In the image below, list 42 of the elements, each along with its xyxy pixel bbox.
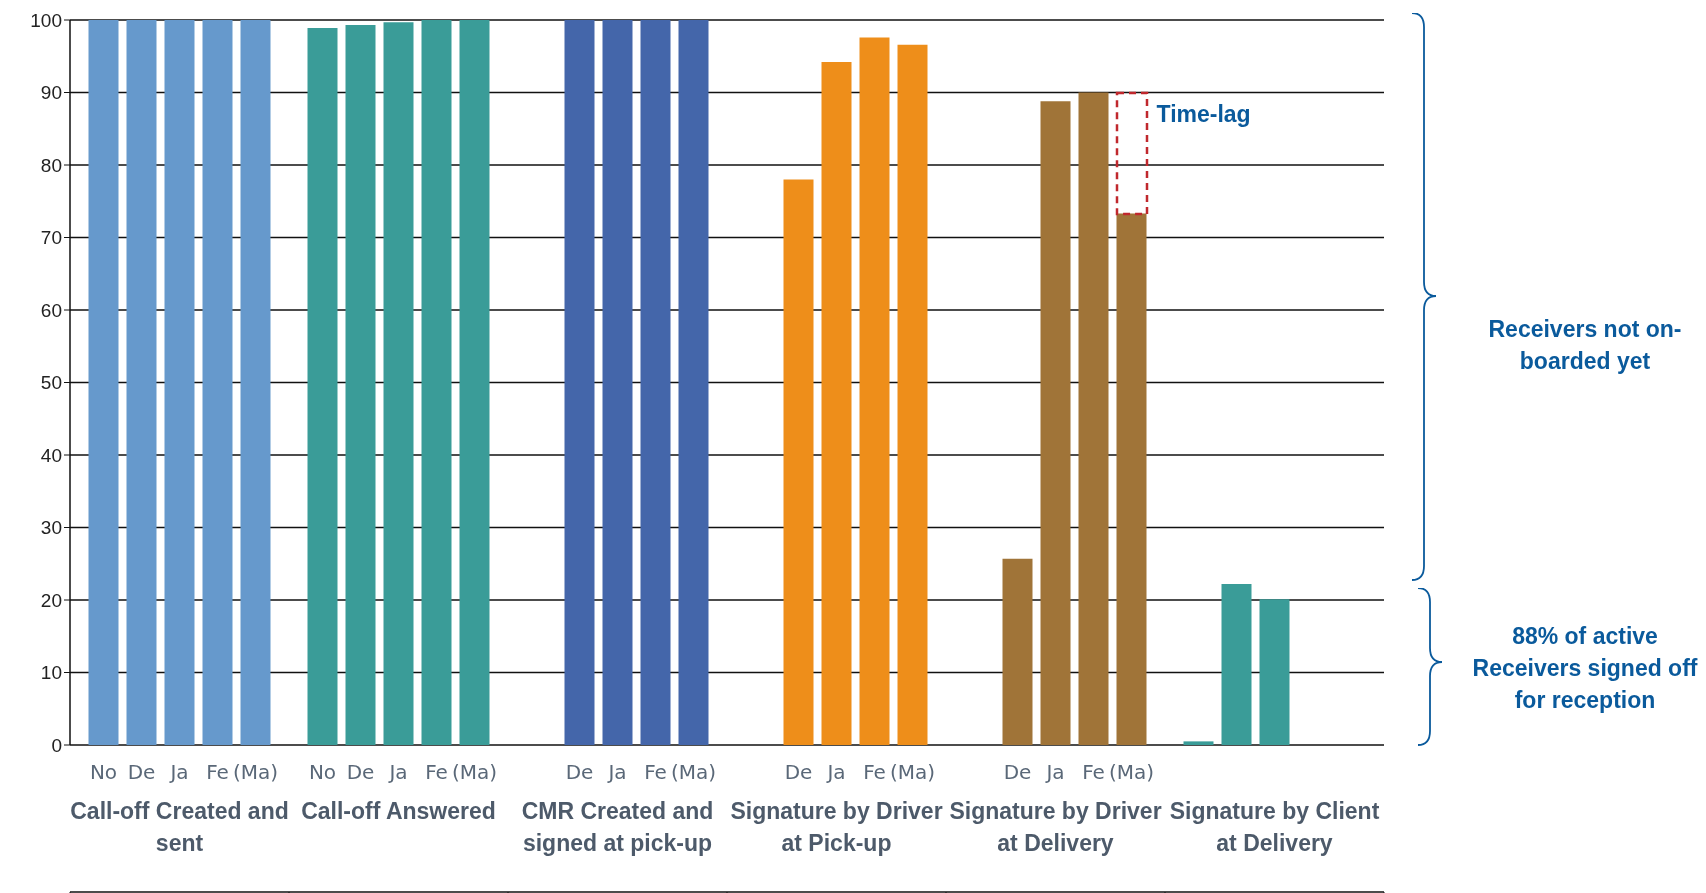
y-tick-label: 90 <box>40 82 62 104</box>
x-tick-label: Fe <box>425 760 448 785</box>
text: Signature by Client at Delivery <box>1168 797 1381 858</box>
x-tick-label: Ja <box>1044 760 1065 785</box>
text: CMR Created and signed at pick-up <box>520 797 715 858</box>
x-tick-label: De <box>346 760 375 785</box>
x-tick-label: Fe <box>863 760 886 785</box>
x-tick-label: (Ma) <box>451 760 498 785</box>
x-tick-label: Fe <box>644 760 667 785</box>
x-tick-label: De <box>1003 760 1032 785</box>
x-tick-label: Ja <box>168 760 189 785</box>
text: Receivers not on-boarded yet <box>1487 315 1683 376</box>
x-tick-label: No <box>308 760 337 785</box>
y-tick-label: 40 <box>40 444 62 466</box>
y-tick-label: 10 <box>40 662 62 684</box>
text: Call-off Created and sent <box>69 797 290 858</box>
text: 88% of active Receivers signed off for reception <box>1471 622 1699 715</box>
x-tick-label: De <box>784 760 813 785</box>
y-tick-label: 20 <box>40 589 62 611</box>
y-tick-label: 60 <box>40 299 62 321</box>
x-tick-label: No <box>89 760 118 785</box>
x-tick-label: Ja <box>606 760 627 785</box>
x-tick-label: De <box>565 760 594 785</box>
y-tick-label: 30 <box>40 517 62 539</box>
y-tick-label: 70 <box>40 227 62 249</box>
x-tick-label: Fe <box>206 760 229 785</box>
x-tick-label: (Ma) <box>232 760 279 785</box>
x-tick-label: Ja <box>825 760 846 785</box>
x-tick-label: (Ma) <box>670 760 717 785</box>
y-tick-label: 0 <box>51 734 62 756</box>
y-tick-label: 50 <box>40 372 62 394</box>
x-tick-label: Ja <box>387 760 408 785</box>
text: Call-off Answered <box>300 797 497 826</box>
x-tick-label: De <box>127 760 156 785</box>
y-tick-label: 80 <box>40 154 62 176</box>
annotation: Time-lag <box>1156 100 1251 128</box>
x-tick-label: Fe <box>1082 760 1105 785</box>
x-tick-label: (Ma) <box>889 760 936 785</box>
text: Signature by Driver at Pick-up <box>729 797 944 858</box>
y-tick-label: 100 <box>30 9 62 31</box>
text: Signature by Driver at Delivery <box>948 797 1163 858</box>
x-tick-label: (Ma) <box>1108 760 1155 785</box>
